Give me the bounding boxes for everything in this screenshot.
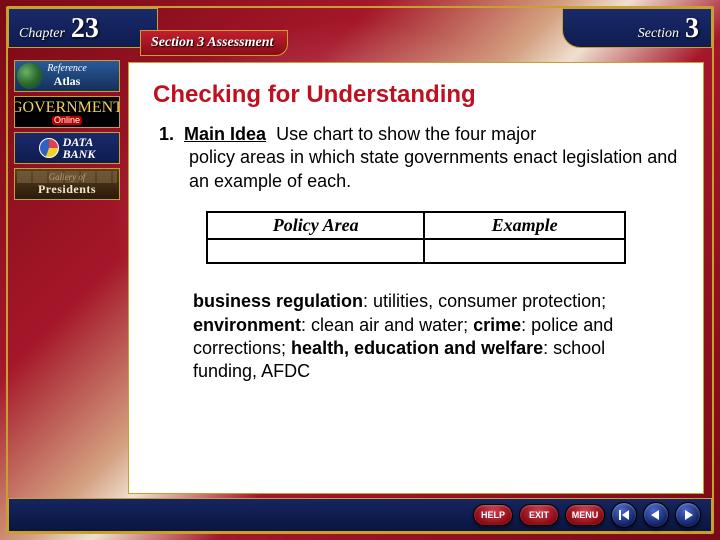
main-idea-label: Main Idea: [184, 124, 266, 144]
sidebar: Reference Atlas GOVERNMENT Online DATA B…: [14, 60, 120, 200]
help-button[interactable]: HELP: [473, 504, 513, 526]
section-number: 3: [685, 13, 699, 45]
prev-page-button[interactable]: [643, 502, 669, 528]
question-text-first: Use chart to show the four major: [276, 124, 536, 144]
ref-line1: Reference: [47, 63, 87, 74]
top-bar: Chapter 23 Section 3: [8, 8, 712, 52]
next-page-button[interactable]: [675, 502, 701, 528]
question-block: 1. Main Idea Use chart to show the four …: [159, 123, 679, 193]
gov-line2: Online: [52, 116, 82, 125]
exit-button[interactable]: EXIT: [519, 504, 559, 526]
ref-line2: Atlas: [54, 74, 81, 89]
question-text-rest: policy areas in which state governments …: [189, 146, 679, 193]
table-row: [207, 239, 625, 263]
page-heading: Checking for Understanding: [153, 81, 679, 109]
menu-button[interactable]: MENU: [565, 504, 605, 526]
chapter-number: 23: [71, 13, 99, 45]
first-page-button[interactable]: [611, 502, 637, 528]
gov-line1: GOVERNMENT: [14, 100, 120, 116]
sidebar-reference-atlas-button[interactable]: Reference Atlas: [14, 60, 120, 92]
pie-chart-icon: [39, 138, 59, 158]
presidents-thumbs-icon: [17, 171, 117, 183]
chapter-tab: Chapter 23: [8, 8, 158, 48]
arrow-left-icon: [649, 508, 663, 522]
assessment-tab: Section 3 Assessment: [140, 30, 288, 56]
sidebar-government-online-button[interactable]: GOVERNMENT Online: [14, 96, 120, 128]
sidebar-data-bank-button[interactable]: DATA BANK: [14, 132, 120, 164]
bottom-nav-bar: HELP EXIT MENU: [8, 498, 712, 532]
section-tab: Section 3: [562, 8, 712, 48]
table-cell-policy: [207, 239, 424, 263]
first-page-icon: [617, 508, 631, 522]
content-panel: Checking for Understanding 1. Main Idea …: [128, 62, 704, 494]
pres-line2: Presidents: [38, 182, 96, 197]
globe-icon: [17, 63, 43, 89]
table-header-example: Example: [424, 212, 625, 239]
chapter-label: Chapter: [19, 26, 65, 42]
section-label: Section: [638, 26, 679, 42]
sidebar-presidents-button[interactable]: Gallery of Presidents: [14, 168, 120, 200]
policy-table: Policy Area Example: [206, 211, 626, 264]
question-number: 1.: [159, 124, 174, 144]
table-header-policy: Policy Area: [207, 212, 424, 239]
arrow-right-icon: [681, 508, 695, 522]
databank-text: DATA BANK: [63, 136, 96, 160]
table-cell-example: [424, 239, 625, 263]
answer-text: business regulation: utilities, consumer…: [193, 290, 659, 384]
